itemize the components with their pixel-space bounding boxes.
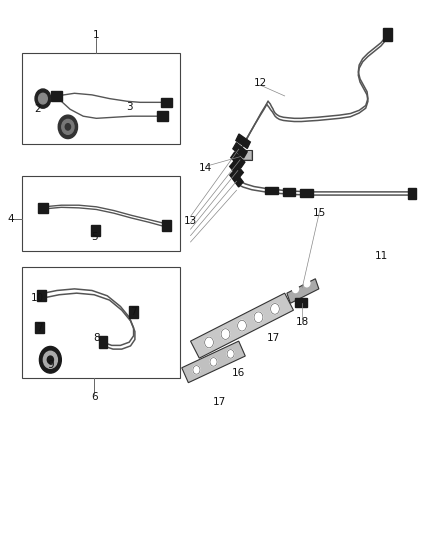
Circle shape bbox=[35, 89, 51, 108]
Bar bbox=[22, 53, 180, 144]
Bar bbox=[22, 266, 180, 378]
Bar bbox=[22, 176, 180, 251]
Text: 5: 5 bbox=[91, 232, 98, 242]
Bar bbox=[295, 298, 307, 307]
Text: 17: 17 bbox=[212, 398, 226, 407]
Circle shape bbox=[293, 285, 298, 293]
Text: 7: 7 bbox=[130, 307, 137, 317]
Polygon shape bbox=[191, 293, 293, 358]
Circle shape bbox=[193, 366, 200, 374]
Text: 14: 14 bbox=[199, 163, 212, 173]
Text: 10: 10 bbox=[31, 294, 44, 303]
Circle shape bbox=[58, 115, 78, 139]
Bar bbox=[383, 28, 392, 41]
Text: 7: 7 bbox=[36, 323, 43, 333]
Circle shape bbox=[271, 304, 279, 314]
Text: 11: 11 bbox=[374, 251, 388, 261]
Bar bbox=[52, 91, 63, 101]
Text: 6: 6 bbox=[91, 392, 98, 402]
Circle shape bbox=[221, 329, 230, 340]
Text: 9: 9 bbox=[47, 360, 54, 370]
Bar bbox=[35, 322, 44, 333]
Bar bbox=[240, 151, 251, 159]
Circle shape bbox=[43, 351, 57, 368]
Bar bbox=[236, 134, 250, 149]
Text: 13: 13 bbox=[184, 216, 197, 226]
Text: 8: 8 bbox=[93, 334, 100, 343]
Circle shape bbox=[254, 312, 263, 322]
Circle shape bbox=[62, 119, 74, 134]
Bar bbox=[265, 187, 278, 194]
Circle shape bbox=[304, 279, 310, 287]
Text: 15: 15 bbox=[313, 208, 326, 218]
Circle shape bbox=[39, 93, 47, 104]
Circle shape bbox=[39, 346, 61, 373]
Bar bbox=[300, 189, 313, 197]
Text: 4: 4 bbox=[7, 214, 14, 223]
Circle shape bbox=[47, 356, 53, 364]
Circle shape bbox=[205, 337, 213, 348]
Circle shape bbox=[227, 350, 234, 358]
Polygon shape bbox=[182, 341, 245, 383]
Text: 3: 3 bbox=[126, 102, 133, 111]
Circle shape bbox=[65, 124, 71, 130]
Bar bbox=[99, 336, 107, 348]
Bar bbox=[162, 220, 171, 231]
Bar bbox=[408, 188, 416, 199]
Bar bbox=[239, 150, 252, 160]
Text: 16: 16 bbox=[232, 368, 245, 378]
Text: 18: 18 bbox=[296, 318, 309, 327]
Text: 12: 12 bbox=[254, 78, 267, 87]
Text: 17: 17 bbox=[267, 334, 280, 343]
Bar bbox=[91, 225, 100, 236]
Bar bbox=[161, 98, 172, 107]
Text: 1: 1 bbox=[93, 30, 100, 39]
Bar bbox=[129, 306, 138, 318]
Circle shape bbox=[237, 320, 246, 331]
Bar bbox=[38, 203, 48, 213]
Polygon shape bbox=[287, 279, 319, 303]
Circle shape bbox=[210, 358, 217, 366]
Bar bbox=[283, 188, 295, 196]
Bar bbox=[233, 143, 247, 158]
Text: 2: 2 bbox=[34, 104, 41, 114]
Bar bbox=[230, 161, 244, 178]
Bar bbox=[230, 170, 243, 187]
Bar bbox=[37, 290, 46, 301]
Bar bbox=[156, 111, 167, 121]
Bar bbox=[231, 152, 245, 168]
